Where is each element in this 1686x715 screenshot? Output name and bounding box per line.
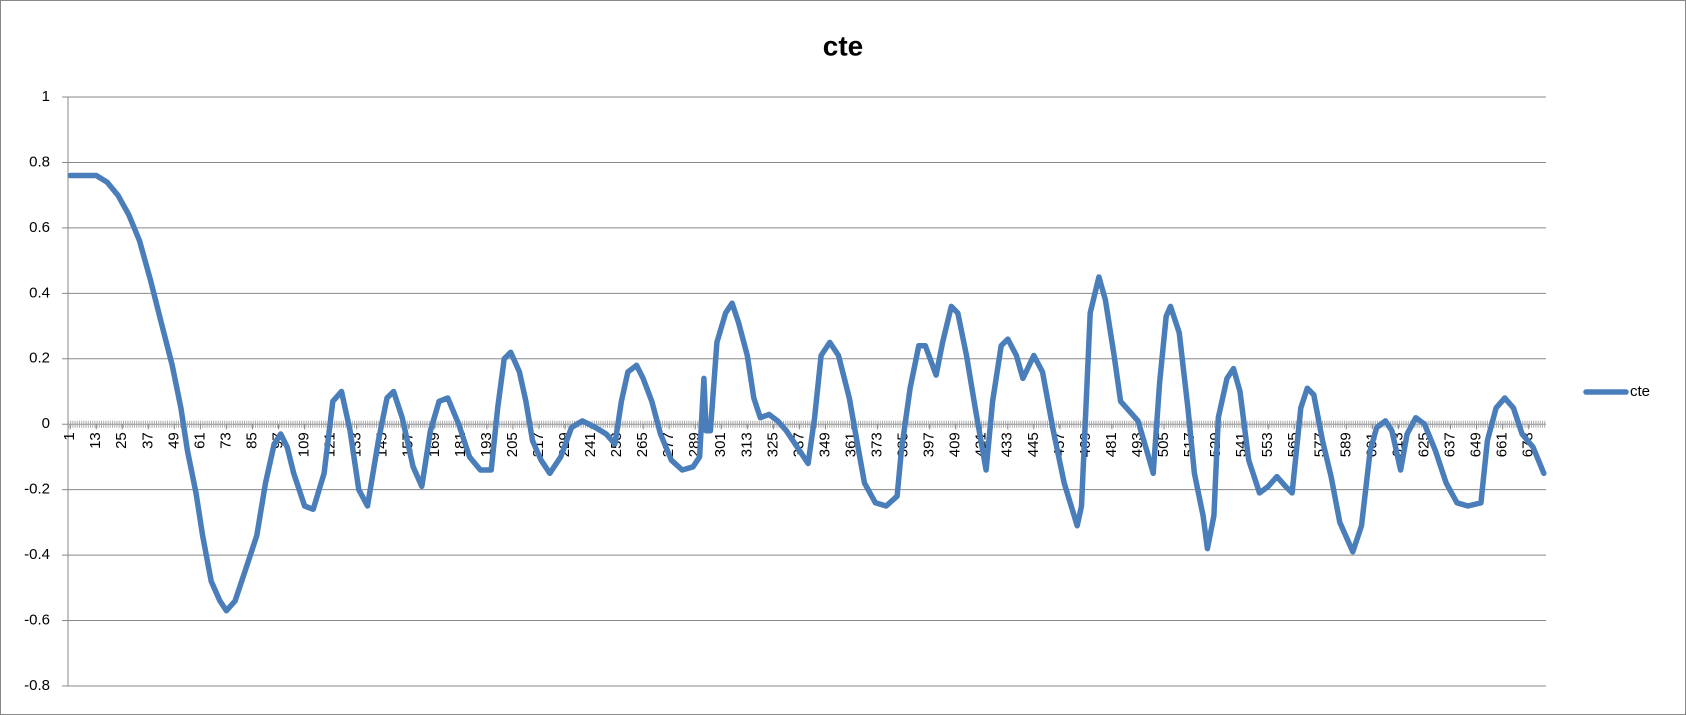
x-tick-label: 409 [947,432,964,457]
x-tick-label: 37 [139,432,156,449]
x-tick-label: 61 [191,432,208,449]
y-tick-label: -0.8 [24,677,50,694]
x-tick-label: 637 [1441,432,1458,457]
x-tick-label: 433 [999,432,1016,457]
y-tick-label: -0.6 [24,612,50,629]
y-tick-label: -0.2 [24,481,50,498]
y-tick-label: 0.8 [29,153,50,170]
x-tick-label: 205 [504,432,521,457]
x-tick-label: 649 [1468,432,1485,457]
x-tick-label: 313 [738,432,755,457]
x-tick-label: 265 [634,432,651,457]
x-tick-label: 589 [1337,432,1354,457]
x-tick-label: 397 [921,432,938,457]
y-tick-label: 0.4 [29,284,50,301]
x-tick-label: 85 [243,432,260,449]
legend-label: cte [1630,383,1650,400]
chart-title: cte [823,30,863,61]
x-tick-label: 1 [61,432,78,440]
x-tick-label: 325 [764,432,781,457]
x-tick-label: 241 [582,432,599,457]
y-tick-label: 0.2 [29,350,50,367]
y-tick-label: -0.4 [24,546,50,563]
x-tick-label: 445 [1025,432,1042,457]
x-tick-label: 49 [165,432,182,449]
x-tick-label: 109 [296,432,313,457]
x-tick-label: 481 [1103,432,1120,457]
x-tick-label: 25 [113,432,130,449]
x-tick-label: 349 [816,432,833,457]
x-tick-label: 373 [869,432,886,457]
x-tick-label: 553 [1259,432,1276,457]
y-tick-label: 0.6 [29,219,50,236]
y-tick-label: 0 [42,415,50,432]
x-tick-label: 13 [87,432,104,449]
x-tick-label: 505 [1155,432,1172,457]
data-line [67,172,1547,614]
x-tick-label: 301 [712,432,729,457]
y-tick-label: 1 [42,88,50,105]
x-tick-label: 661 [1494,432,1511,457]
x-tick-label: 73 [217,432,234,449]
